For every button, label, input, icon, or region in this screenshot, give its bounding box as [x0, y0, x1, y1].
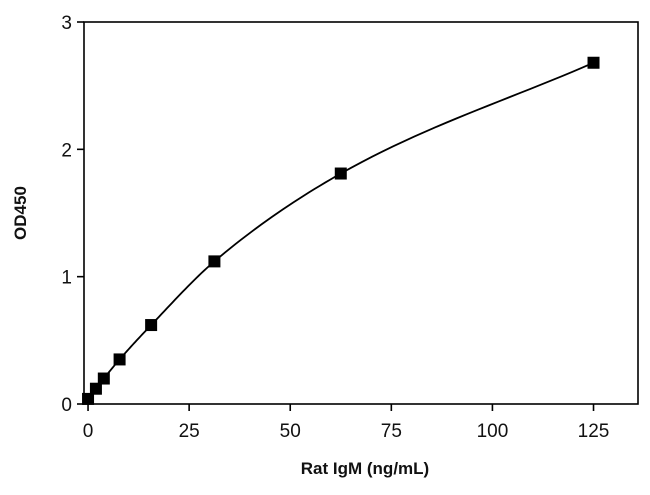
x-axis: 0 25 50 75 100 125	[83, 404, 610, 442]
y-tick-label: 1	[61, 268, 72, 289]
x-tick-label: 100	[477, 421, 509, 442]
x-tick-label: 0	[83, 421, 94, 442]
data-point	[208, 255, 221, 268]
y-axis: 0 1 2 3	[61, 13, 84, 416]
y-tick-label: 3	[61, 13, 72, 34]
x-tick-label: 25	[179, 421, 200, 442]
x-tick-label: 125	[578, 421, 610, 442]
data-point	[587, 56, 600, 69]
data-point	[145, 319, 158, 332]
data-points	[82, 56, 600, 405]
y-axis-title: OD450	[11, 186, 30, 240]
y-tick-label: 2	[61, 140, 72, 161]
data-point	[334, 167, 347, 180]
plot-area	[83, 21, 639, 405]
data-point	[113, 353, 126, 366]
y-tick-label: 0	[61, 395, 72, 416]
x-tick-label: 75	[381, 421, 402, 442]
x-axis-title: Rat IgM (ng/mL)	[301, 459, 429, 478]
data-point	[82, 392, 95, 405]
data-point	[89, 382, 102, 395]
data-point	[97, 372, 110, 385]
x-tick-label: 50	[280, 421, 301, 442]
fit-curve	[87, 61, 594, 400]
